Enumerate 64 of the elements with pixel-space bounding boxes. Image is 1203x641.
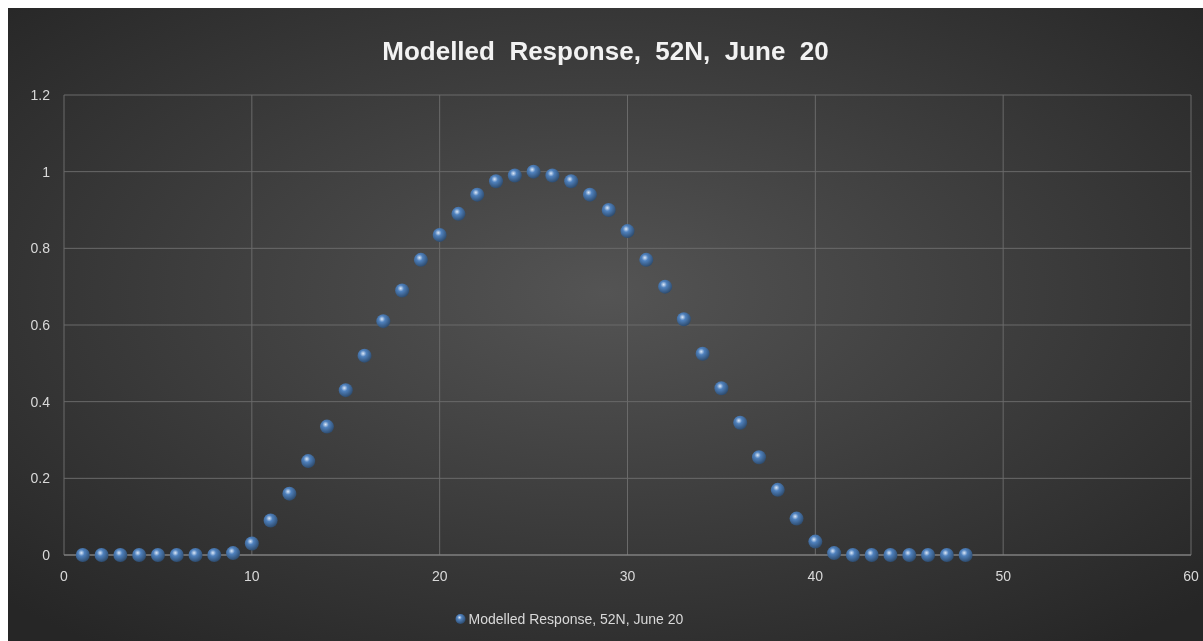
point (169, 548, 184, 562)
point (958, 548, 973, 562)
point (132, 548, 147, 562)
point (226, 546, 241, 561)
point (620, 224, 635, 239)
point (714, 381, 729, 396)
point (526, 164, 541, 179)
x-tick-label: 60 (1183, 568, 1199, 584)
point (639, 252, 654, 267)
point (751, 450, 766, 465)
point (282, 486, 297, 501)
point (827, 546, 842, 561)
point (733, 415, 748, 430)
legend-label: Modelled Response, 52N, June 20 (468, 611, 684, 627)
point (319, 419, 334, 434)
point (902, 548, 917, 562)
point (113, 548, 128, 562)
point (864, 548, 879, 562)
y-tick-label: 0.2 (30, 470, 51, 487)
point (207, 548, 222, 562)
point (94, 548, 109, 562)
point (845, 548, 860, 562)
y-tick-label: 0.6 (30, 317, 51, 333)
point (545, 168, 560, 183)
y-tick-label: 1 (42, 163, 51, 180)
point (658, 279, 673, 294)
point (376, 314, 391, 329)
y-tick-label: 0.8 (30, 240, 51, 257)
point (921, 548, 936, 562)
point (263, 513, 278, 528)
point (188, 548, 203, 562)
y-tick-label: 0.4 (30, 393, 51, 410)
point (413, 252, 428, 267)
point (939, 548, 954, 562)
y-tick-label: 1.2 (30, 87, 51, 103)
x-tick-label: 10 (244, 568, 260, 584)
point (301, 454, 316, 469)
x-tick-label: 30 (619, 568, 636, 584)
point (507, 168, 522, 183)
point (564, 174, 579, 189)
point (150, 548, 165, 562)
point (695, 346, 710, 361)
x-tick-label: 0 (60, 568, 69, 584)
y-tick-label: 0 (42, 547, 51, 563)
chart-title: Modelled Response, 52N, June 20 (382, 36, 829, 66)
point (357, 348, 372, 363)
point (489, 174, 504, 189)
point (582, 187, 597, 202)
point (451, 206, 466, 221)
point (244, 536, 259, 551)
point (75, 548, 90, 562)
x-tick-label: 20 (431, 568, 448, 584)
point (883, 548, 898, 562)
point (676, 312, 691, 327)
point (338, 383, 353, 398)
point (395, 283, 410, 298)
point (789, 511, 804, 526)
x-tick-label: 40 (807, 568, 824, 584)
point (808, 534, 823, 549)
point (432, 227, 447, 242)
x-tick-label: 50 (995, 568, 1012, 584)
point (770, 482, 785, 497)
point (470, 187, 485, 202)
point (601, 203, 616, 217)
